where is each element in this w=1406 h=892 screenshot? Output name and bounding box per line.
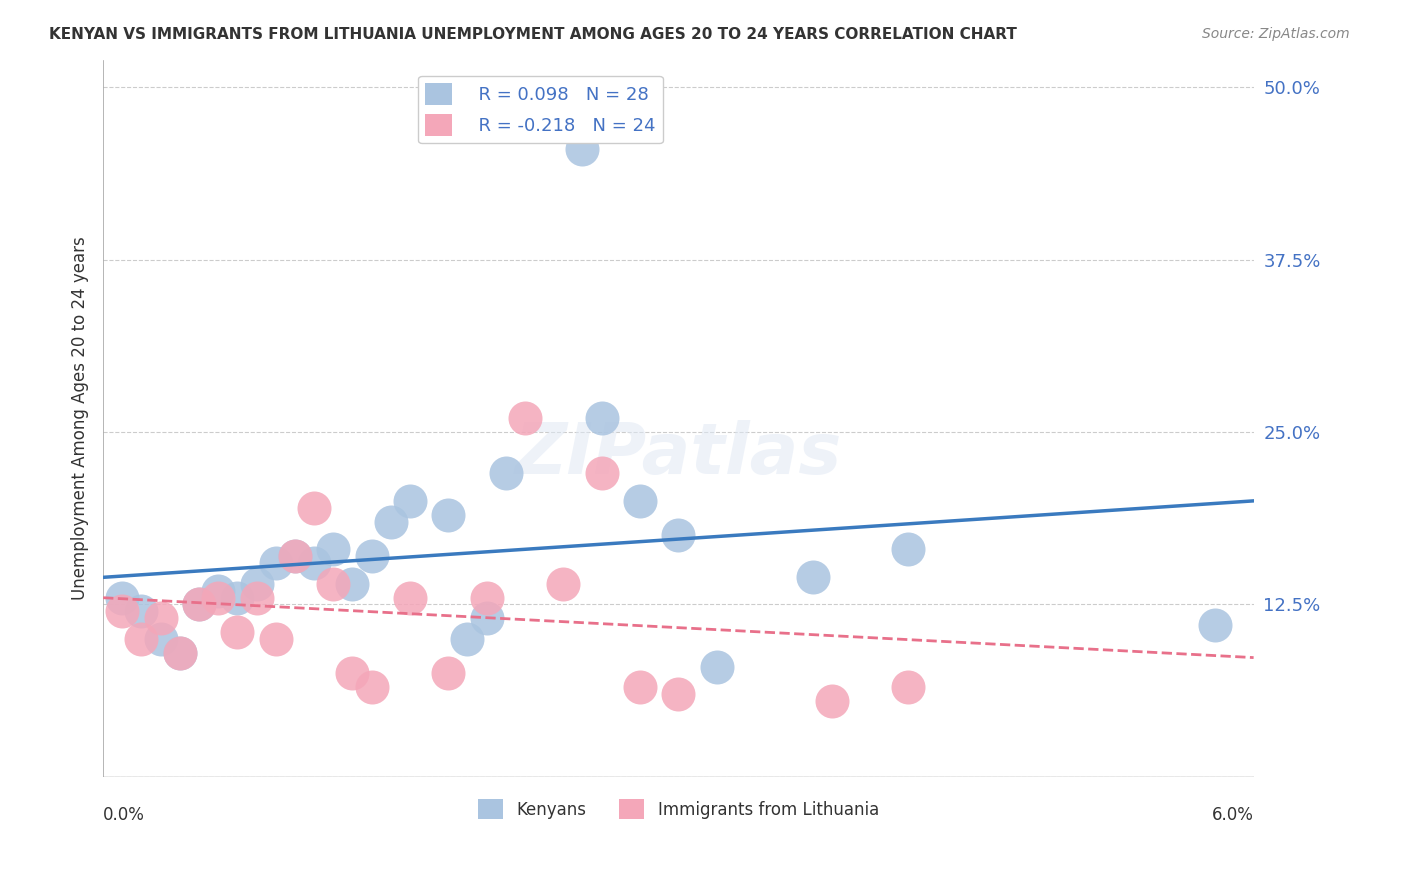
Y-axis label: Unemployment Among Ages 20 to 24 years: Unemployment Among Ages 20 to 24 years — [72, 236, 89, 600]
Point — [302, 556, 325, 570]
Point — [571, 142, 593, 156]
Point — [628, 680, 651, 694]
Text: 0.0%: 0.0% — [103, 805, 145, 823]
Point — [245, 591, 267, 605]
Point — [302, 500, 325, 515]
Point — [188, 598, 211, 612]
Point — [513, 411, 536, 425]
Point — [1204, 618, 1226, 632]
Point — [188, 598, 211, 612]
Point — [399, 494, 422, 508]
Point — [360, 680, 382, 694]
Point — [399, 591, 422, 605]
Point — [149, 611, 172, 625]
Point — [666, 687, 689, 701]
Point — [897, 680, 920, 694]
Point — [207, 583, 229, 598]
Point — [322, 542, 344, 557]
Point — [897, 542, 920, 557]
Point — [284, 549, 307, 564]
Point — [437, 508, 460, 522]
Point — [628, 494, 651, 508]
Point — [801, 570, 824, 584]
Point — [475, 591, 498, 605]
Point — [226, 591, 249, 605]
Point — [360, 549, 382, 564]
Point — [495, 467, 517, 481]
Point — [111, 604, 134, 618]
Point — [284, 549, 307, 564]
Point — [111, 591, 134, 605]
Point — [821, 694, 844, 708]
Text: KENYAN VS IMMIGRANTS FROM LITHUANIA UNEMPLOYMENT AMONG AGES 20 TO 24 YEARS CORRE: KENYAN VS IMMIGRANTS FROM LITHUANIA UNEM… — [49, 27, 1017, 42]
Point — [591, 467, 613, 481]
Point — [169, 646, 191, 660]
Point — [475, 611, 498, 625]
Point — [706, 659, 728, 673]
Point — [169, 646, 191, 660]
Point — [149, 632, 172, 646]
Point — [437, 666, 460, 681]
Point — [264, 632, 287, 646]
Point — [245, 576, 267, 591]
Point — [456, 632, 478, 646]
Point — [342, 576, 364, 591]
Point — [207, 591, 229, 605]
Point — [131, 632, 153, 646]
Point — [380, 515, 402, 529]
Point — [264, 556, 287, 570]
Text: Source: ZipAtlas.com: Source: ZipAtlas.com — [1202, 27, 1350, 41]
Point — [226, 625, 249, 640]
Point — [342, 666, 364, 681]
Point — [666, 528, 689, 542]
Point — [131, 604, 153, 618]
Legend: Kenyans, Immigrants from Lithuania: Kenyans, Immigrants from Lithuania — [471, 792, 886, 826]
Point — [322, 576, 344, 591]
Point — [553, 576, 575, 591]
Text: ZIPatlas: ZIPatlas — [515, 419, 842, 489]
Text: 6.0%: 6.0% — [1212, 805, 1254, 823]
Point — [591, 411, 613, 425]
